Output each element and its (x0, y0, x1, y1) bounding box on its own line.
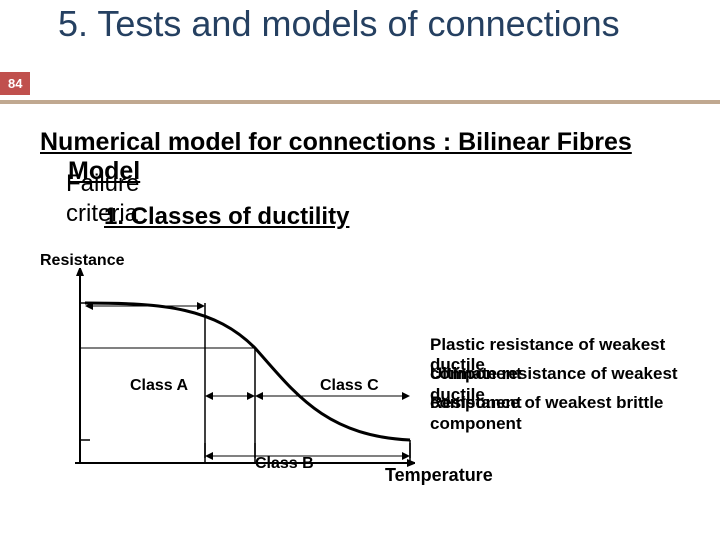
plateau-arrow-right (197, 302, 205, 310)
heading-line1: Numerical model for connections : Biline… (40, 128, 632, 156)
legend-3a: Resistance of weakest brittle component (430, 393, 663, 432)
page-number: 84 (0, 72, 30, 95)
range-b-left (205, 452, 213, 460)
range-c-left (255, 392, 263, 400)
class-b-label: Class B (255, 455, 314, 473)
y-axis-arrow (76, 268, 84, 276)
range-b-right (402, 452, 410, 460)
range-c-right (402, 392, 410, 400)
class-c-label: Class C (320, 377, 379, 395)
ductility-chart (75, 268, 415, 468)
failure-text: Failure (66, 170, 139, 198)
title-underline (0, 100, 720, 104)
legend: Plastic resistance of weakest ductile co… (430, 335, 700, 432)
class-a-label: Class A (130, 377, 188, 395)
x-axis-label: Temperature (385, 465, 493, 486)
range-a-left (205, 392, 213, 400)
classes-heading: 1. Classes of ductility (104, 203, 364, 231)
range-a-right (247, 392, 255, 400)
resistance-curve (85, 303, 410, 440)
slide-title: 5. Tests and models of connections (58, 4, 658, 44)
